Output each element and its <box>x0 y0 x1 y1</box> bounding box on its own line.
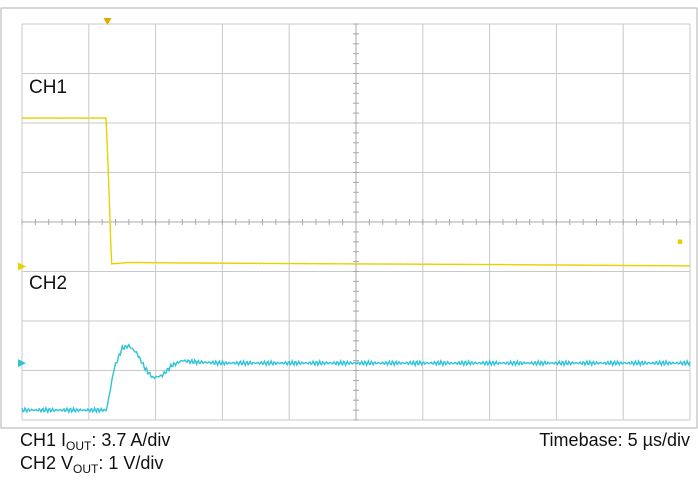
traces <box>21 116 691 415</box>
trace-ch1 <box>21 116 691 267</box>
ch2-scale-subscript: OUT <box>73 462 99 476</box>
timebase-readout: Timebase: 5 µs/div <box>539 430 690 450</box>
ch1-scale-prefix: CH1 I <box>20 430 67 450</box>
ch2-scale-value: : 1 V/div <box>98 453 164 473</box>
ch2-scale-prefix: CH2 V <box>20 453 74 473</box>
ch1-scale-value: : 3.7 A/div <box>91 430 171 450</box>
ch2-scale-readout: CH2 VOUT: 1 V/div <box>20 453 163 476</box>
trace-ch2 <box>21 343 691 415</box>
ch1-trace-label: CH1 <box>29 77 68 98</box>
ch1-scale-subscript: OUT <box>66 439 92 453</box>
scope-display <box>0 7 698 429</box>
ch2-trace-label: CH2 <box>29 273 68 294</box>
scope-settings-footer: CH1 IOUT: 3.7 A/div CH2 VOUT: 1 V/div Ti… <box>0 426 698 495</box>
ch1-scale-readout: CH1 IOUT: 3.7 A/div <box>20 430 170 453</box>
grid <box>0 7 698 429</box>
ch1-ground-marker <box>18 262 26 271</box>
figure-border <box>0 7 698 429</box>
trigger-position-marker <box>103 18 112 25</box>
ch2-ground-marker <box>18 359 26 368</box>
trigger-level-marker <box>677 239 683 245</box>
markers <box>18 18 683 368</box>
